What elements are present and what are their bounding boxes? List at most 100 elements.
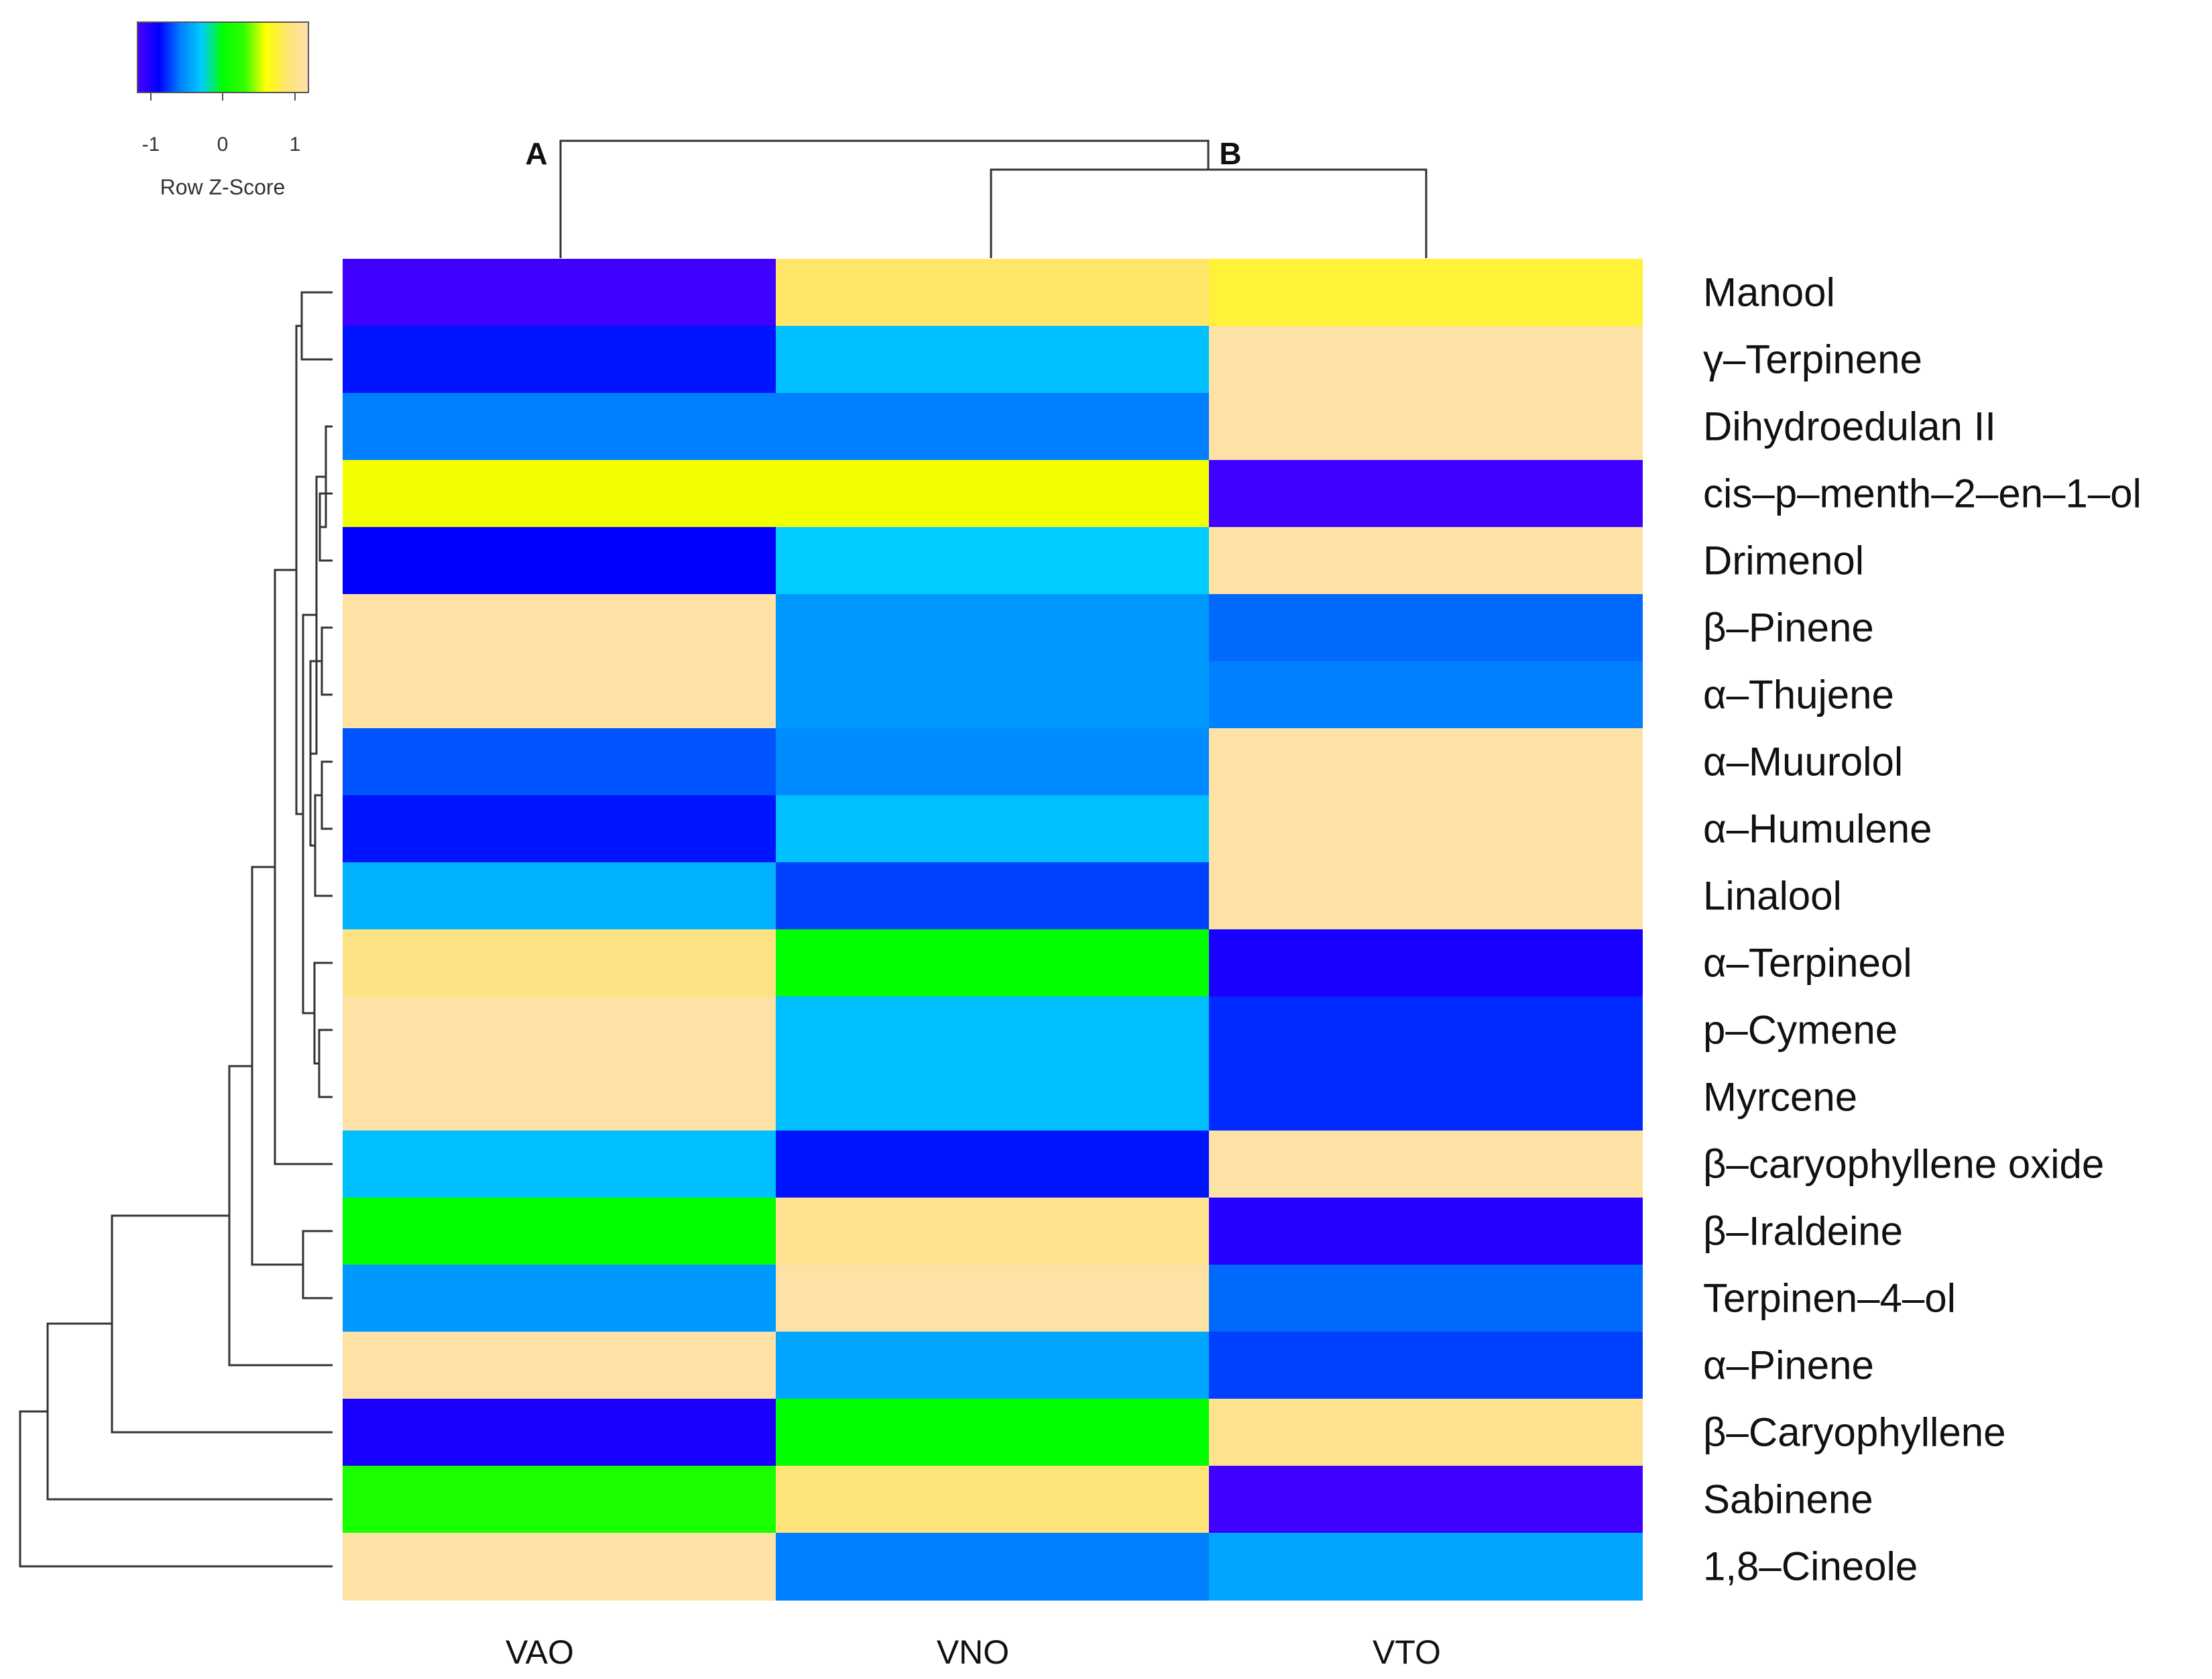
row-label-terpinen-4-ol: Terpinen–4–ol bbox=[1703, 1276, 1956, 1321]
heatmap-cell-r3-c1 bbox=[776, 460, 1210, 528]
row-label-linalool: Linalool bbox=[1703, 874, 1842, 919]
heatmap-cell-r12-c2 bbox=[1209, 1063, 1643, 1131]
heatmap-cell-r13-c2 bbox=[1209, 1131, 1643, 1198]
column-dendrogram-a-branch bbox=[559, 139, 1210, 258]
column-dendrogram-b-branch bbox=[990, 168, 1428, 258]
heatmap-cell-r14-c2 bbox=[1209, 1198, 1643, 1265]
heatmap-cell-r14-c1 bbox=[776, 1198, 1210, 1265]
heatmap-cell-r1-c1 bbox=[776, 326, 1210, 394]
color-key-bar bbox=[137, 21, 309, 93]
heatmap-cell-r18-c0 bbox=[343, 1466, 776, 1533]
color-key-tick-1: 1 bbox=[290, 133, 301, 156]
heatmap-cell-r8-c2 bbox=[1209, 795, 1643, 863]
row-dendrogram bbox=[19, 291, 333, 1568]
heatmap-cell-r3-c0 bbox=[343, 460, 776, 528]
color-key: -1 0 1 Row Z-Score bbox=[137, 21, 309, 199]
row-label-beta-caryophyllene: β–Caryophyllene bbox=[1703, 1410, 2005, 1455]
row-label-beta-caryophyllene-oxide: β–caryophyllene oxide bbox=[1703, 1142, 2104, 1187]
heatmap-cell-r15-c2 bbox=[1209, 1265, 1643, 1332]
row-label-sabinene: Sabinene bbox=[1703, 1477, 1873, 1522]
heatmap-cell-r9-c1 bbox=[776, 862, 1210, 930]
heatmap-cell-r7-c1 bbox=[776, 728, 1210, 796]
heatmap-cell-r19-c1 bbox=[776, 1533, 1210, 1601]
heatmap-cell-r0-c0 bbox=[343, 259, 776, 327]
heatmap-cell-r0-c2 bbox=[1209, 259, 1643, 327]
color-key-tick-0: 0 bbox=[217, 133, 229, 156]
heatmap-cell-r6-c0 bbox=[343, 661, 776, 729]
heatmap-cell-r11-c2 bbox=[1209, 996, 1643, 1064]
color-key-tick-neg1: -1 bbox=[142, 133, 160, 156]
row-label-alpha-muurolol: α–Muurolol bbox=[1703, 740, 1903, 785]
row-label-1-8-cineole: 1,8–Cineole bbox=[1703, 1544, 1918, 1589]
heatmap-cell-r5-c2 bbox=[1209, 594, 1643, 662]
heatmap-cell-r13-c1 bbox=[776, 1131, 1210, 1198]
heatmap-cell-r6-c1 bbox=[776, 661, 1210, 729]
heatmap-cell-r2-c1 bbox=[776, 393, 1210, 461]
heatmap-cell-r15-c0 bbox=[343, 1265, 776, 1332]
heatmap-cell-r9-c0 bbox=[343, 862, 776, 930]
heatmap-cell-r16-c0 bbox=[343, 1332, 776, 1399]
row-label-alpha-terpineol: α–Terpineol bbox=[1703, 941, 1912, 986]
heatmap-cells bbox=[343, 259, 1643, 1601]
heatmap-cell-r7-c2 bbox=[1209, 728, 1643, 796]
heatmap-cell-r10-c1 bbox=[776, 929, 1210, 997]
row-label-myrcene: Myrcene bbox=[1703, 1075, 1857, 1120]
row-label-alpha-pinene: α–Pinene bbox=[1703, 1343, 1874, 1388]
heatmap-cell-r14-c0 bbox=[343, 1198, 776, 1265]
heatmap-cell-r18-c1 bbox=[776, 1466, 1210, 1533]
heatmap-cell-r6-c2 bbox=[1209, 661, 1643, 729]
heatmap-cell-r10-c0 bbox=[343, 929, 776, 997]
column-label-vto: VTO bbox=[1373, 1633, 1441, 1671]
heatmap-cell-r15-c1 bbox=[776, 1265, 1210, 1332]
heatmap-cell-r10-c2 bbox=[1209, 929, 1643, 997]
cluster-label-a: A bbox=[525, 136, 547, 171]
row-label-p-cymene: p–Cymene bbox=[1703, 1008, 1898, 1053]
column-dendrogram: A B bbox=[525, 136, 1428, 258]
cluster-label-b: B bbox=[1219, 136, 1241, 171]
row-dendrogram-tree bbox=[19, 291, 333, 1568]
row-label-beta-pinene: β–Pinene bbox=[1703, 605, 1874, 650]
heatmap-cell-r17-c0 bbox=[343, 1399, 776, 1466]
row-label-drimenol: Drimenol bbox=[1703, 538, 1864, 583]
row-label-dihydroedulan-ii: Dihydroedulan II bbox=[1703, 404, 1996, 449]
heatmap-cell-r0-c1 bbox=[776, 259, 1210, 327]
heatmap-cell-r9-c2 bbox=[1209, 862, 1643, 930]
heatmap-cell-r13-c0 bbox=[343, 1131, 776, 1198]
heatmap-cell-r8-c1 bbox=[776, 795, 1210, 863]
heatmap-cell-r17-c2 bbox=[1209, 1399, 1643, 1466]
row-label-beta-iraldeine: β–Iraldeine bbox=[1703, 1209, 1903, 1254]
heatmap-cell-r16-c1 bbox=[776, 1332, 1210, 1399]
heatmap-cell-r3-c2 bbox=[1209, 460, 1643, 528]
row-label-cis-p-menth-2-en-1-ol: cis–p–menth–2–en–1–ol bbox=[1703, 471, 2142, 516]
heatmap-cell-r1-c2 bbox=[1209, 326, 1643, 394]
row-label-manool: Manool bbox=[1703, 270, 1835, 315]
heatmap-cell-r4-c1 bbox=[776, 527, 1210, 595]
heatmap-cell-r5-c1 bbox=[776, 594, 1210, 662]
heatmap-cell-r2-c0 bbox=[343, 393, 776, 461]
heatmap-cell-r16-c2 bbox=[1209, 1332, 1643, 1399]
heatmap-cell-r2-c2 bbox=[1209, 393, 1643, 461]
row-label-alpha-humulene: α–Humulene bbox=[1703, 807, 1932, 852]
heatmap-cell-r19-c2 bbox=[1209, 1533, 1643, 1601]
column-label-vno: VNO bbox=[937, 1633, 1009, 1671]
heatmap-cell-r1-c0 bbox=[343, 326, 776, 394]
heatmap-cell-r19-c0 bbox=[343, 1533, 776, 1601]
heatmap-cell-r4-c2 bbox=[1209, 527, 1643, 595]
column-label-vao: VAO bbox=[506, 1633, 574, 1671]
heatmap-cell-r17-c1 bbox=[776, 1399, 1210, 1466]
color-key-title: Row Z-Score bbox=[160, 175, 286, 199]
heatmap-cell-r7-c0 bbox=[343, 728, 776, 796]
heatmap-cell-r18-c2 bbox=[1209, 1466, 1643, 1533]
row-label-gamma-terpinene: γ–Terpinene bbox=[1703, 337, 1922, 382]
row-labels: Manool γ–Terpinene Dihydroedulan II cis–… bbox=[1703, 270, 2142, 1589]
heatmap-cell-r11-c1 bbox=[776, 996, 1210, 1064]
heatmap-cell-r8-c0 bbox=[343, 795, 776, 863]
heatmap-cell-r11-c0 bbox=[343, 996, 776, 1064]
heatmap-cell-r12-c0 bbox=[343, 1063, 776, 1131]
column-labels: VAO VNO VTO bbox=[506, 1633, 1441, 1671]
heatmap-cell-r4-c0 bbox=[343, 527, 776, 595]
row-label-alpha-thujene: α–Thujene bbox=[1703, 673, 1894, 717]
heatmap-cell-r12-c1 bbox=[776, 1063, 1210, 1131]
